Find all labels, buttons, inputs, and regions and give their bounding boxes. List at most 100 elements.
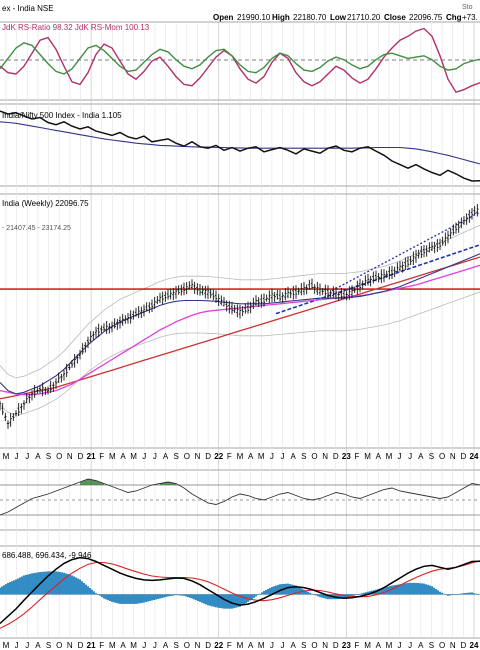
x-tick-label-bottom: S — [429, 641, 434, 650]
macd-hist-bar — [113, 594, 115, 603]
macd-hist-bar — [59, 572, 61, 595]
x-tick-label-bottom: O — [184, 641, 190, 650]
bollinger-upper-band — [0, 224, 480, 379]
ratio-moving-average-line — [0, 121, 480, 165]
macd-hist-bar — [61, 572, 63, 595]
x-tick-label-bottom: N — [450, 641, 456, 650]
macd-hist-bar — [125, 594, 127, 604]
macd-hist-bar — [457, 594, 459, 595]
macd-hist-bar — [5, 584, 7, 595]
macd-hist-bar — [105, 594, 107, 600]
macd-hist-bar — [415, 582, 417, 595]
x-tick-label-bottom: A — [120, 641, 126, 650]
macd-hist-bar — [103, 594, 105, 599]
x-tick-label: D — [460, 452, 466, 461]
macd-hist-bar — [339, 594, 341, 599]
x-tick-label-bottom: M — [3, 641, 10, 650]
macd-hist-bar — [395, 584, 397, 595]
macd-hist-bar — [117, 594, 119, 604]
close-value: 22096.75 — [409, 13, 443, 22]
macd-hist-bar — [271, 586, 273, 595]
x-tick-label-bottom: O — [56, 641, 62, 650]
ratio-legend: India/Nifty 500 Index - India 1.105 — [2, 111, 122, 120]
macd-hist-bar — [235, 594, 237, 608]
ratio-line — [0, 110, 480, 182]
x-tick-label: N — [67, 452, 73, 461]
macd-hist-bar — [17, 578, 19, 595]
macd-hist-bar — [7, 582, 9, 595]
macd-hist-bar — [111, 594, 113, 602]
macd-hist-bar — [241, 594, 243, 606]
macd-hist-bar — [329, 594, 331, 600]
macd-hist-bar — [89, 587, 91, 595]
macd-hist-bar — [139, 594, 141, 604]
x-tick-label-bottom: J — [15, 641, 19, 650]
macd-hist-bar — [247, 594, 249, 602]
x-tick-label: 22 — [214, 452, 223, 461]
macd-hist-bar — [299, 587, 301, 595]
macd-hist-bar — [441, 592, 443, 595]
macd-hist-bar — [1, 586, 3, 595]
macd-hist-bar — [369, 591, 371, 595]
x-tick-label: D — [333, 452, 339, 461]
macd-hist-bar — [31, 573, 33, 595]
macd-hist-bar — [199, 594, 201, 602]
macd-hist-bar — [465, 592, 467, 595]
chg-value: +73. — [462, 13, 478, 22]
macd-hist-bar — [29, 573, 31, 595]
macd-hist-bar — [157, 594, 159, 599]
x-tick-label: N — [195, 452, 201, 461]
macd-hist-bar — [467, 592, 469, 595]
x-tick-label: J — [15, 452, 19, 461]
macd-hist-bar — [359, 593, 361, 595]
macd-hist-bar — [377, 589, 379, 595]
rrg-legend: JdK RS-Ratio 98.32 JdK RS-Mom 100.13 — [2, 23, 150, 32]
x-tick-label-bottom: M — [237, 641, 244, 650]
macd-hist-bar — [225, 594, 227, 609]
x-tick-label-bottom: D — [205, 641, 211, 650]
x-tick-label-bottom: M — [109, 641, 116, 650]
x-tick-label: J — [281, 452, 285, 461]
macd-hist-bar — [201, 594, 203, 603]
chg-label: Chg — [446, 13, 462, 22]
macd-hist-bar — [189, 594, 191, 598]
macd-hist-bar — [65, 573, 67, 595]
instrument-title: ex - India NSE — [2, 4, 54, 13]
macd-hist-bar — [273, 586, 275, 595]
x-tick-label: M — [130, 452, 137, 461]
macd-hist-bar — [133, 594, 135, 604]
macd-hist-bar — [27, 574, 29, 595]
macd-hist-bar — [233, 594, 235, 609]
macd-hist-bar — [45, 571, 47, 595]
x-tick-label: J — [398, 452, 402, 461]
macd-hist-bar — [35, 572, 37, 595]
macd-legend: 686.488, 696.434, -9.946 — [2, 551, 92, 560]
x-tick-label-bottom: 21 — [87, 641, 96, 650]
source-watermark: Sto — [462, 4, 473, 11]
macd-hist-bar — [477, 594, 479, 596]
macd-hist-bar — [57, 571, 59, 595]
macd-hist-bar — [379, 588, 381, 595]
macd-hist-bar — [143, 594, 145, 603]
macd-hist-bar — [257, 594, 259, 596]
x-tick-label: A — [418, 452, 424, 461]
x-tick-label: A — [376, 452, 382, 461]
close-label: Close — [384, 13, 406, 22]
x-tick-label-bottom: J — [153, 641, 157, 650]
x-tick-label: O — [311, 452, 317, 461]
x-tick-label: J — [408, 452, 412, 461]
x-tick-label-bottom: 23 — [342, 641, 351, 650]
macd-hist-bar — [95, 593, 97, 595]
x-tick-label: O — [439, 452, 445, 461]
x-tick-label-bottom: D — [333, 641, 339, 650]
macd-hist-bar — [417, 583, 419, 595]
macd-hist-bar — [63, 572, 65, 595]
macd-hist-bar — [149, 594, 151, 602]
macd-line — [0, 556, 480, 625]
x-tick-label: M — [258, 452, 265, 461]
macd-hist-bar — [155, 594, 157, 600]
macd-hist-bar — [91, 589, 93, 595]
macd-hist-bar — [287, 583, 289, 595]
macd-hist-bar — [127, 594, 129, 604]
macd-hist-bar — [383, 587, 385, 595]
